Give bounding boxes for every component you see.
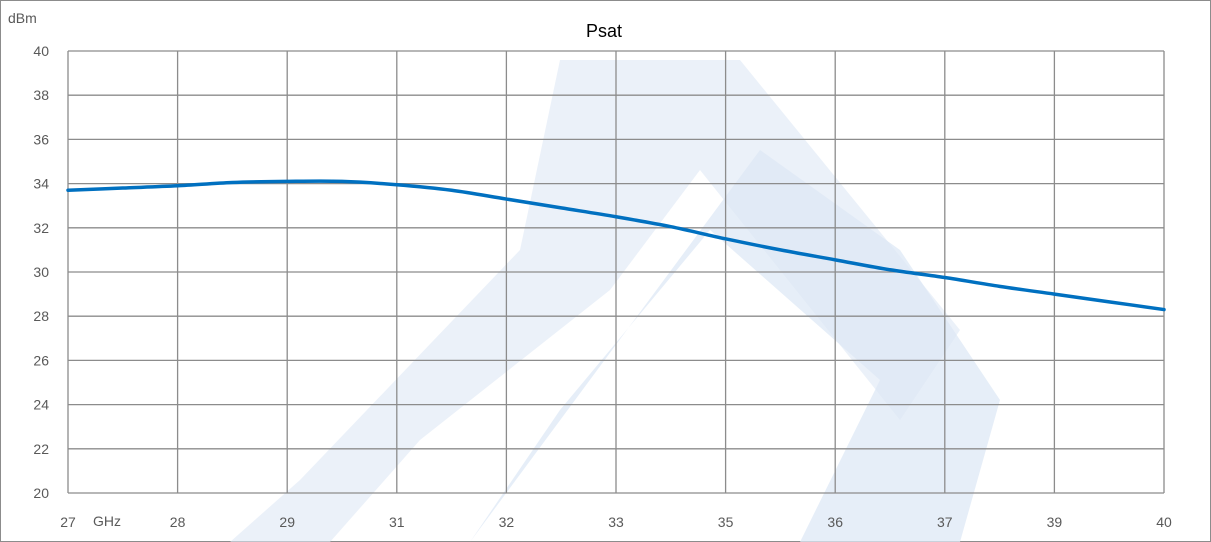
x-tick-label: 31 [389, 514, 405, 530]
x-tick-labels: 27 28 29 31 32 33 35 36 37 39 40 [60, 514, 1172, 530]
y-tick-label: 36 [33, 131, 49, 147]
chart-title: Psat [586, 21, 622, 41]
x-axis-unit-label: GHz [93, 513, 121, 529]
watermark-logo [200, 60, 1000, 542]
x-tick-label: 39 [1047, 514, 1063, 530]
x-tick-label: 40 [1156, 514, 1172, 530]
y-tick-label: 40 [33, 43, 49, 59]
series-line-psat [66, 179, 1166, 312]
y-tick-label: 34 [33, 176, 49, 192]
y-tick-label: 30 [33, 264, 49, 280]
x-tick-label: 27 [60, 514, 76, 530]
watermark-shape [230, 60, 960, 542]
series-layer [66, 179, 1166, 312]
y-tick-label: 28 [33, 308, 49, 324]
x-tick-label: 29 [279, 514, 295, 530]
y-tick-label: 24 [33, 397, 49, 413]
x-tick-label: 32 [499, 514, 515, 530]
x-tick-label: 33 [608, 514, 624, 530]
grid-lines [67, 50, 1165, 494]
x-tick-label: 37 [937, 514, 953, 530]
y-tick-label: 22 [33, 441, 49, 457]
x-tick-label: 35 [718, 514, 734, 530]
y-axis-unit-label: dBm [8, 10, 37, 26]
x-tick-label: 28 [170, 514, 186, 530]
x-tick-label: 36 [827, 514, 843, 530]
y-tick-label: 38 [33, 87, 49, 103]
y-tick-label: 20 [33, 485, 49, 501]
y-tick-labels: 20 22 24 26 28 30 32 34 36 38 40 [33, 43, 49, 501]
y-tick-label: 32 [33, 220, 49, 236]
y-tick-label: 26 [33, 352, 49, 368]
